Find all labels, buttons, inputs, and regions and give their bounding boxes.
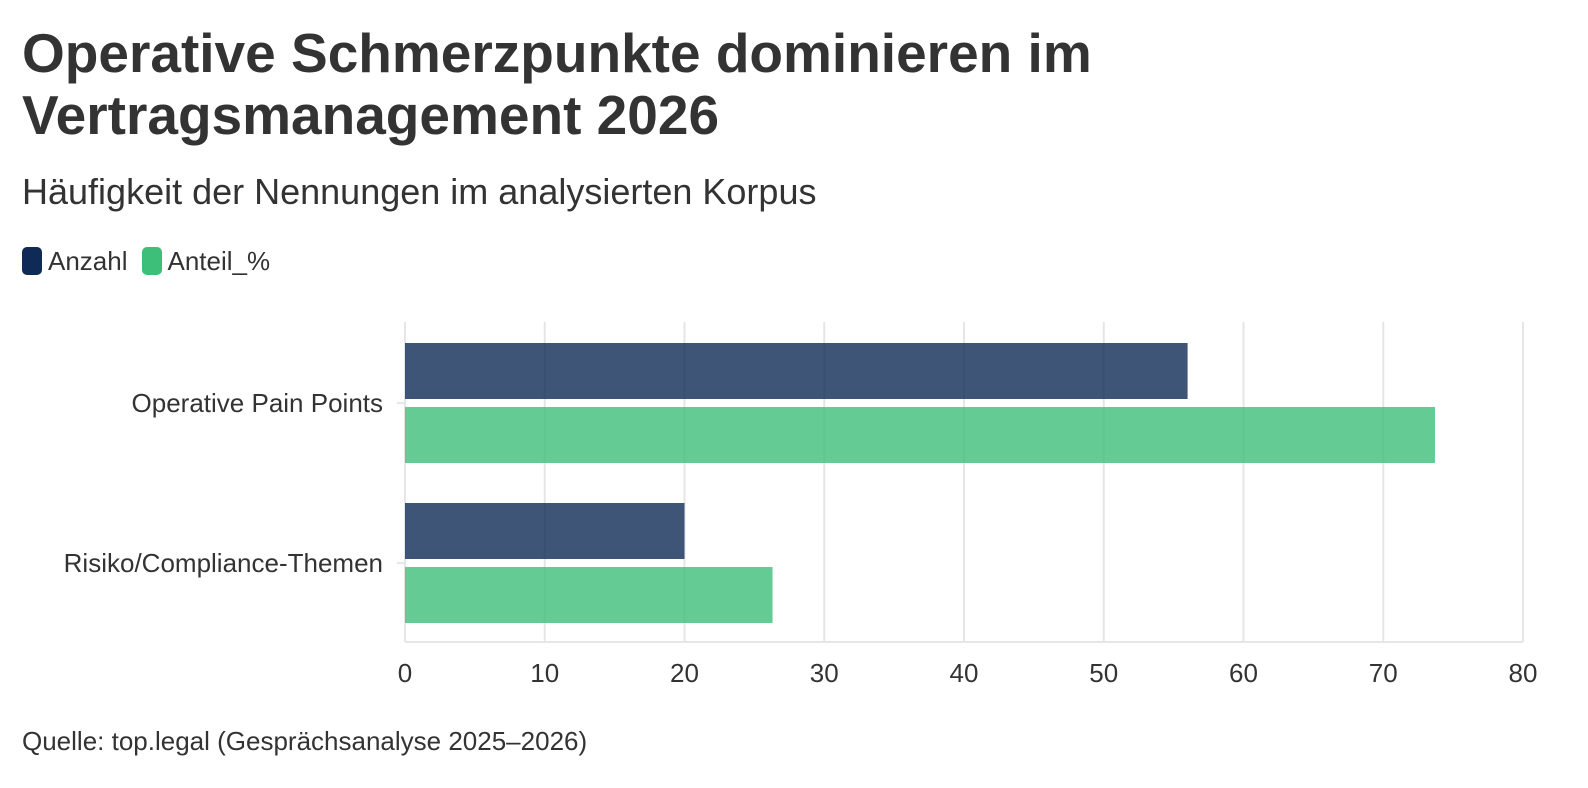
x-tick-label: 60	[1229, 658, 1258, 688]
x-tick-label: 70	[1369, 658, 1398, 688]
y-category-label: Operative Pain Points	[132, 388, 383, 418]
y-category-label: Risiko/Compliance-Themen	[64, 548, 383, 578]
legend-item-anteil: Anteil_%	[141, 245, 271, 277]
source-note: Quelle: top.legal (Gesprächsanalyse 2025…	[22, 726, 588, 756]
chart-title: Operative Schmerzpunkte dominieren im Ve…	[22, 22, 1092, 146]
x-tick-label: 0	[398, 658, 412, 688]
bar-anteil	[405, 567, 773, 623]
legend-item-anzahl: Anzahl	[22, 246, 128, 277]
legend-label-anteil: Anteil_%	[167, 245, 271, 276]
x-tick-label: 20	[670, 658, 699, 688]
x-tick-label: 10	[530, 658, 559, 688]
legend: Anzahl Anteil_%	[22, 244, 284, 278]
x-tick-label: 80	[1509, 658, 1538, 688]
x-tick-label: 50	[1089, 658, 1118, 688]
bar-anzahl	[405, 343, 1188, 399]
bar-anzahl	[405, 503, 685, 559]
legend-swatch-anzahl	[22, 247, 42, 275]
chart-subtitle: Häufigkeit der Nennungen im analysierten…	[22, 171, 817, 212]
bar-anteil	[405, 407, 1435, 463]
legend-swatch-anteil	[141, 247, 162, 275]
legend-label-anzahl: Anzahl	[48, 245, 128, 276]
x-tick-label: 30	[810, 658, 839, 688]
x-tick-label: 40	[950, 658, 979, 688]
